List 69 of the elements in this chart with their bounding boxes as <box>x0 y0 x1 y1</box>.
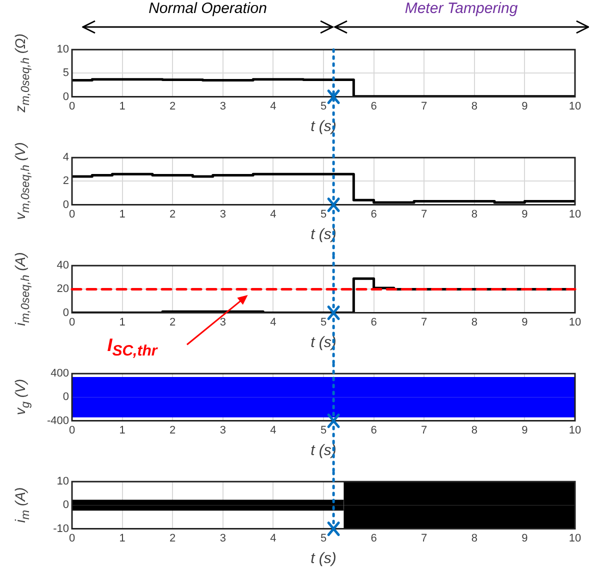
x-tick-label: 2 <box>170 532 176 544</box>
x-tick-label: 3 <box>220 100 226 112</box>
x-tick-label: 5 <box>320 424 327 436</box>
y-tick-label: 0 <box>62 198 69 211</box>
x-tick-label: 3 <box>220 316 226 328</box>
y-tick-label: 4 <box>62 152 69 164</box>
x-tick-label: 5 <box>320 208 327 220</box>
x-tick-label: 6 <box>370 532 377 544</box>
x-tick-label: 9 <box>522 424 528 436</box>
x-tick-label: 1 <box>119 316 126 328</box>
x-tick-label: 4 <box>270 532 276 544</box>
x-tick-label: 10 <box>568 316 582 328</box>
y-tick-label: -400 <box>46 414 69 427</box>
y-tick-label: 0 <box>62 90 69 103</box>
x-tick-label: 4 <box>270 316 276 328</box>
text: Normal Operation <box>148 0 267 17</box>
y-tick-label: 10 <box>56 44 69 56</box>
y-tick-label: -10 <box>53 522 69 535</box>
y-tick-label: 20 <box>56 283 69 296</box>
x-tick-label: 6 <box>370 208 377 220</box>
x-tick-label: 5 <box>320 532 327 544</box>
y-tick-label: 0 <box>62 499 69 512</box>
x-tick-label: 9 <box>522 208 528 220</box>
x-tick-label: 2 <box>170 208 176 220</box>
x-tick-label: 10 <box>568 100 582 112</box>
x-tick-label: 5 <box>320 316 327 328</box>
x-tick-label: 1 <box>119 532 126 544</box>
x-tick-label: 1 <box>119 424 126 436</box>
x-tick-label: 7 <box>421 316 428 328</box>
x-tick-label: 8 <box>471 316 478 328</box>
x-tick-label: 1 <box>119 208 126 220</box>
ref-line-label: I$_{SC,thr}$ <box>107 334 158 360</box>
x-tick-label: 2 <box>170 316 176 328</box>
x-tick-label: 4 <box>270 100 276 112</box>
y-tick-label: 40 <box>56 260 69 272</box>
x-tick-label: 10 <box>568 424 582 436</box>
x-tick-label: 5 <box>320 100 327 112</box>
x-tick-label: 7 <box>421 100 428 112</box>
y-tick-label: 0 <box>62 391 69 404</box>
x-tick-label: 9 <box>522 100 528 112</box>
x-tick-label: 6 <box>370 100 377 112</box>
x-tick-label: 2 <box>170 424 176 436</box>
y-tick-label: 2 <box>62 175 69 188</box>
x-tick-label: 7 <box>421 208 428 220</box>
x-tick-label: 8 <box>471 208 478 220</box>
x-tick-label: 6 <box>370 424 377 436</box>
y-tick-label: 5 <box>62 67 69 80</box>
x-tick-label: 4 <box>270 208 276 220</box>
x-tick-label: 8 <box>471 100 478 112</box>
x-tick-label: 7 <box>421 424 428 436</box>
x-tick-label: 3 <box>220 424 226 436</box>
x-tick-label: 10 <box>568 208 582 220</box>
x-tick-label: 7 <box>421 532 428 544</box>
y-tick-label: 400 <box>50 368 69 380</box>
y-tick-label: 10 <box>56 476 69 488</box>
x-tick-label: 9 <box>522 532 528 544</box>
y-tick-label: 0 <box>62 306 69 319</box>
text: Meter Tampering <box>404 0 518 17</box>
x-tick-label: 6 <box>370 316 377 328</box>
x-tick-label: 1 <box>119 100 126 112</box>
x-tick-label: 10 <box>568 532 582 544</box>
x-tick-label: 3 <box>220 532 226 544</box>
x-tick-label: 8 <box>471 424 478 436</box>
x-tick-label: 2 <box>170 100 176 112</box>
x-tick-label: 3 <box>220 208 226 220</box>
x-tick-label: 4 <box>270 424 276 436</box>
x-axis-title: t (s) <box>310 550 336 568</box>
x-tick-label: 8 <box>471 532 478 544</box>
x-tick-label: 9 <box>522 316 528 328</box>
